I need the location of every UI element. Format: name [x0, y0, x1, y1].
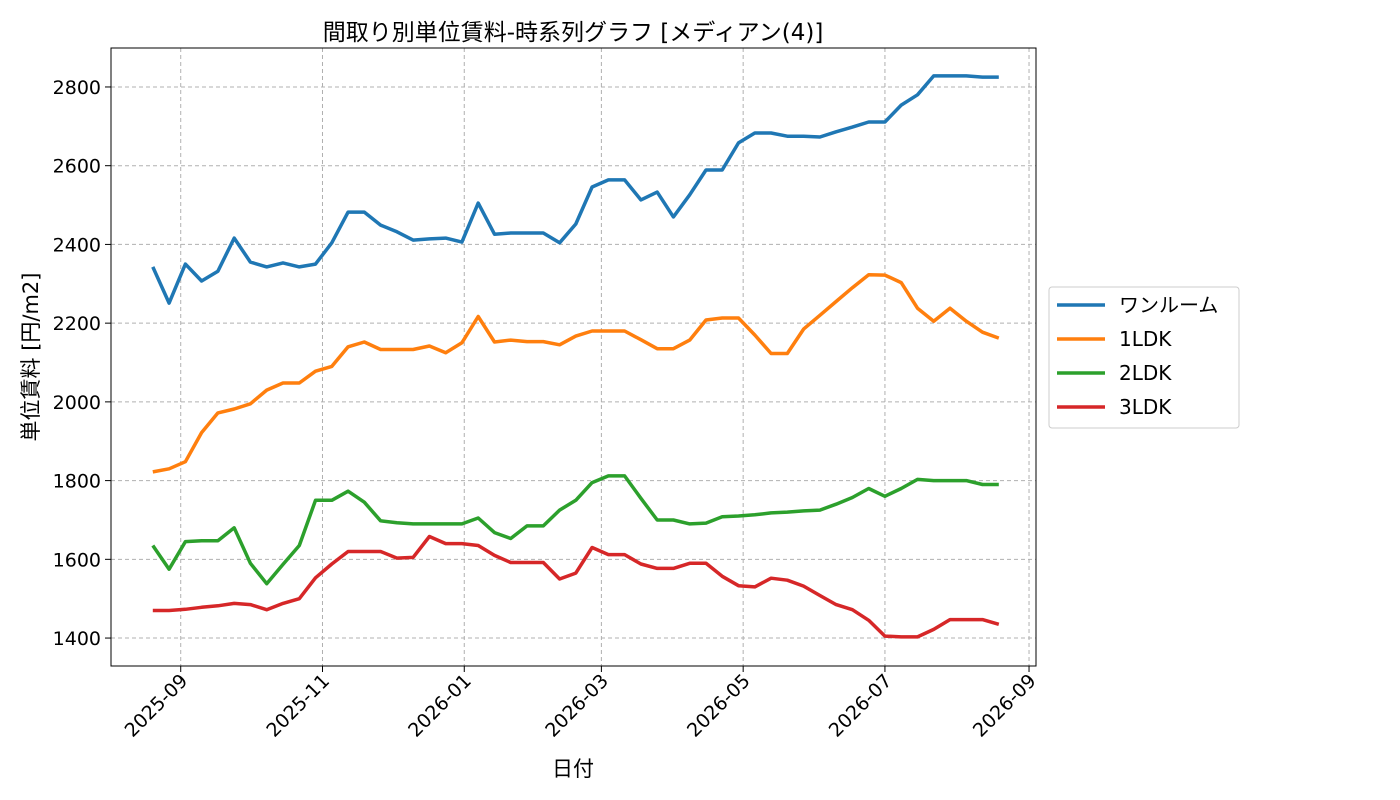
- x-tick-label: 2025-11: [262, 670, 334, 742]
- y-tick-label: 2400: [53, 234, 101, 256]
- x-tick-label: 2026-09: [969, 670, 1041, 742]
- y-tick-label: 2200: [53, 313, 101, 335]
- chart-title: 間取り別単位賃料-時系列グラフ [メディアン(4)]: [323, 20, 824, 46]
- x-tick-label: 2026-01: [404, 670, 476, 742]
- x-tick-label: 2025-09: [121, 670, 193, 742]
- x-tick-label: 2026-03: [541, 670, 613, 742]
- y-tick-label: 1600: [53, 549, 101, 571]
- legend: ワンルーム 1LDK 2LDK 3LDK: [1048, 286, 1240, 429]
- y-tick-label: 1400: [53, 628, 101, 650]
- y-axis-label: 単位賃料 [円/m2]: [19, 273, 43, 442]
- x-tick-label: 2026-05: [683, 670, 755, 742]
- x-tick-label: 2026-07: [825, 670, 897, 742]
- series-line: [151, 474, 999, 586]
- series-line: [152, 272, 1000, 474]
- legend-label: 1LDK: [1119, 327, 1172, 351]
- series-line: [151, 74, 999, 305]
- y-tick-label: 2800: [53, 77, 101, 99]
- y-tick-label: 2600: [53, 156, 101, 178]
- legend-label: 3LDK: [1119, 395, 1172, 419]
- series-line: [152, 534, 1000, 639]
- x-axis-label: 日付: [552, 757, 594, 781]
- y-tick-label: 1800: [53, 471, 101, 493]
- plot-frame: [110, 47, 1037, 667]
- y-tick-label: 2000: [53, 392, 101, 414]
- legend-label: 2LDK: [1119, 361, 1172, 385]
- legend-box: [1048, 286, 1240, 429]
- legend-label: ワンルーム: [1119, 293, 1218, 317]
